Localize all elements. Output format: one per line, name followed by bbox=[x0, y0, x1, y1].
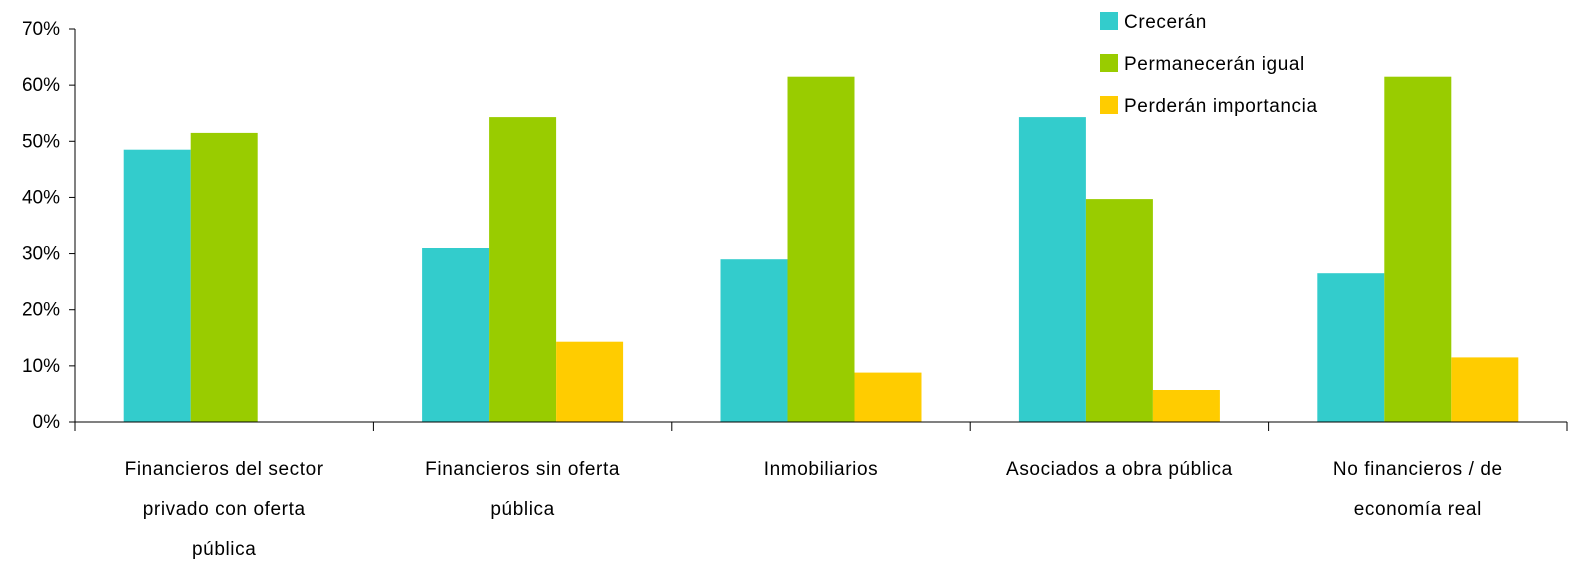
x-category-label: Financieros sin oferta pública bbox=[425, 459, 620, 520]
legend-swatch-1 bbox=[1100, 12, 1118, 30]
legend-swatch-2 bbox=[1100, 54, 1118, 72]
bar-1-4 bbox=[1018, 117, 1086, 422]
x-category-label: Asociados a obra pública bbox=[1006, 459, 1233, 480]
bar-1-5 bbox=[1317, 273, 1385, 422]
bar-2-3 bbox=[787, 76, 855, 422]
bar-1-2 bbox=[422, 248, 490, 422]
bar-3-3 bbox=[854, 372, 922, 422]
labels-layer: 0% 10% 20% 30% 40% 50% 60% 70% Financieros del s… bbox=[22, 19, 1503, 560]
y-tick-label: 0% bbox=[33, 412, 61, 433]
bar-1-3 bbox=[720, 259, 788, 422]
legend: Crecerán Permanecerán igual Perderán impor… bbox=[1100, 12, 1318, 117]
bar-3-5 bbox=[1451, 357, 1519, 422]
legend-label-1: Crecerán bbox=[1124, 12, 1207, 33]
bars-layer bbox=[123, 76, 1519, 422]
legend-label-2: Permanecerán igual bbox=[1124, 54, 1305, 75]
y-tick-label: 10% bbox=[22, 356, 60, 377]
y-tick-label: 20% bbox=[22, 300, 60, 321]
bar-2-2 bbox=[489, 117, 557, 422]
bar-2-1 bbox=[190, 132, 258, 422]
axes-layer bbox=[69, 28, 1568, 431]
y-tick-label: 30% bbox=[22, 244, 60, 265]
x-category-label: Inmobiliarios bbox=[764, 459, 878, 480]
bar-2-5 bbox=[1384, 76, 1452, 422]
legend-label-3: Perderán importancia bbox=[1124, 96, 1318, 117]
y-tick-label: 40% bbox=[22, 187, 60, 208]
bar-1-1 bbox=[123, 149, 191, 422]
legend-swatch-3 bbox=[1100, 96, 1118, 114]
bar-3-4 bbox=[1152, 390, 1220, 422]
y-tick-label: 70% bbox=[22, 19, 60, 40]
bar-2-4 bbox=[1085, 199, 1153, 422]
y-tick-label: 50% bbox=[22, 131, 60, 152]
x-category-label: Financieros del sector privado con oferta… bbox=[125, 459, 324, 560]
y-tick-label: 60% bbox=[22, 75, 60, 96]
x-category-label: No financieros / de economía real bbox=[1333, 459, 1503, 520]
bar-3-2 bbox=[556, 341, 624, 422]
